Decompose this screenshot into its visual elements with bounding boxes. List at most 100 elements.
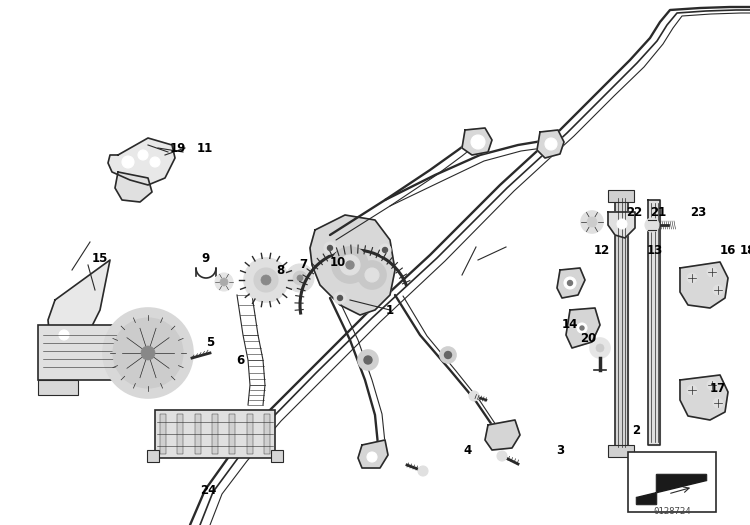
- Circle shape: [150, 157, 160, 167]
- Circle shape: [497, 451, 507, 461]
- Circle shape: [581, 211, 603, 233]
- Text: 17: 17: [710, 382, 726, 394]
- Polygon shape: [566, 308, 600, 348]
- Polygon shape: [485, 420, 520, 450]
- Circle shape: [334, 292, 346, 304]
- Polygon shape: [115, 172, 152, 202]
- Bar: [38, 325, 138, 380]
- Text: 21: 21: [650, 205, 666, 218]
- Polygon shape: [608, 212, 635, 238]
- Circle shape: [293, 271, 307, 285]
- Bar: [38, 380, 78, 395]
- Text: 10: 10: [330, 256, 346, 268]
- Text: 20: 20: [580, 331, 596, 344]
- Text: 3: 3: [556, 444, 564, 457]
- Circle shape: [261, 275, 271, 285]
- Circle shape: [418, 466, 428, 476]
- Text: 19: 19: [170, 142, 186, 154]
- Circle shape: [103, 308, 193, 398]
- Circle shape: [707, 267, 717, 277]
- Polygon shape: [310, 215, 395, 315]
- Circle shape: [379, 244, 391, 256]
- Polygon shape: [462, 128, 492, 155]
- Circle shape: [113, 318, 183, 388]
- Bar: [264, 414, 270, 454]
- Text: 7: 7: [299, 258, 307, 271]
- Text: 2: 2: [632, 424, 640, 436]
- Circle shape: [713, 398, 723, 408]
- Bar: [177, 414, 183, 454]
- Circle shape: [220, 278, 228, 286]
- Circle shape: [445, 352, 452, 359]
- Polygon shape: [557, 268, 585, 298]
- Polygon shape: [680, 375, 728, 420]
- Circle shape: [440, 347, 456, 363]
- Text: 13: 13: [646, 244, 663, 257]
- Circle shape: [382, 247, 388, 253]
- Text: 12: 12: [594, 244, 610, 257]
- Circle shape: [332, 247, 368, 283]
- Circle shape: [141, 346, 155, 360]
- Circle shape: [596, 344, 604, 352]
- Circle shape: [687, 385, 697, 395]
- Polygon shape: [358, 440, 388, 468]
- Bar: [160, 414, 166, 454]
- Circle shape: [328, 246, 332, 250]
- Text: 4: 4: [464, 444, 472, 457]
- Text: 6: 6: [236, 353, 244, 366]
- Polygon shape: [537, 130, 564, 158]
- Text: 5: 5: [206, 335, 214, 349]
- Text: 15: 15: [92, 251, 108, 265]
- Bar: [608, 445, 634, 457]
- Polygon shape: [636, 474, 706, 504]
- Polygon shape: [48, 260, 110, 355]
- Circle shape: [346, 261, 354, 269]
- Circle shape: [215, 273, 233, 291]
- Circle shape: [580, 326, 584, 330]
- Text: 24: 24: [200, 484, 216, 497]
- Text: 22: 22: [626, 205, 642, 218]
- Bar: [628, 452, 716, 512]
- Circle shape: [365, 268, 379, 282]
- Circle shape: [244, 258, 288, 302]
- Bar: [230, 414, 236, 454]
- Polygon shape: [108, 138, 175, 185]
- Circle shape: [324, 242, 336, 254]
- Circle shape: [587, 217, 597, 227]
- Bar: [271, 450, 283, 462]
- Circle shape: [471, 135, 485, 149]
- Bar: [155, 410, 275, 458]
- Bar: [147, 450, 159, 462]
- Bar: [247, 414, 253, 454]
- Text: 18: 18: [740, 244, 750, 257]
- Polygon shape: [680, 262, 728, 308]
- Circle shape: [687, 273, 697, 283]
- Circle shape: [707, 380, 717, 390]
- Text: 0128724: 0128724: [653, 508, 691, 517]
- Circle shape: [617, 219, 627, 229]
- Bar: [212, 414, 218, 454]
- Circle shape: [338, 296, 343, 300]
- Text: 1: 1: [386, 303, 394, 317]
- Circle shape: [568, 280, 572, 286]
- Circle shape: [564, 277, 576, 289]
- Text: 16: 16: [720, 244, 736, 257]
- Circle shape: [358, 350, 378, 370]
- Circle shape: [59, 330, 69, 340]
- Circle shape: [358, 261, 386, 289]
- Circle shape: [286, 264, 314, 292]
- Circle shape: [297, 275, 303, 281]
- Text: 23: 23: [690, 205, 706, 218]
- Circle shape: [364, 356, 372, 364]
- Circle shape: [545, 138, 557, 150]
- Circle shape: [469, 391, 479, 401]
- Circle shape: [340, 255, 360, 275]
- Polygon shape: [648, 200, 660, 445]
- Text: 11: 11: [196, 142, 213, 154]
- Text: 14: 14: [562, 319, 578, 331]
- Polygon shape: [615, 195, 628, 450]
- Bar: [608, 190, 634, 202]
- Circle shape: [713, 285, 723, 295]
- Text: 8: 8: [276, 264, 284, 277]
- Bar: [195, 414, 201, 454]
